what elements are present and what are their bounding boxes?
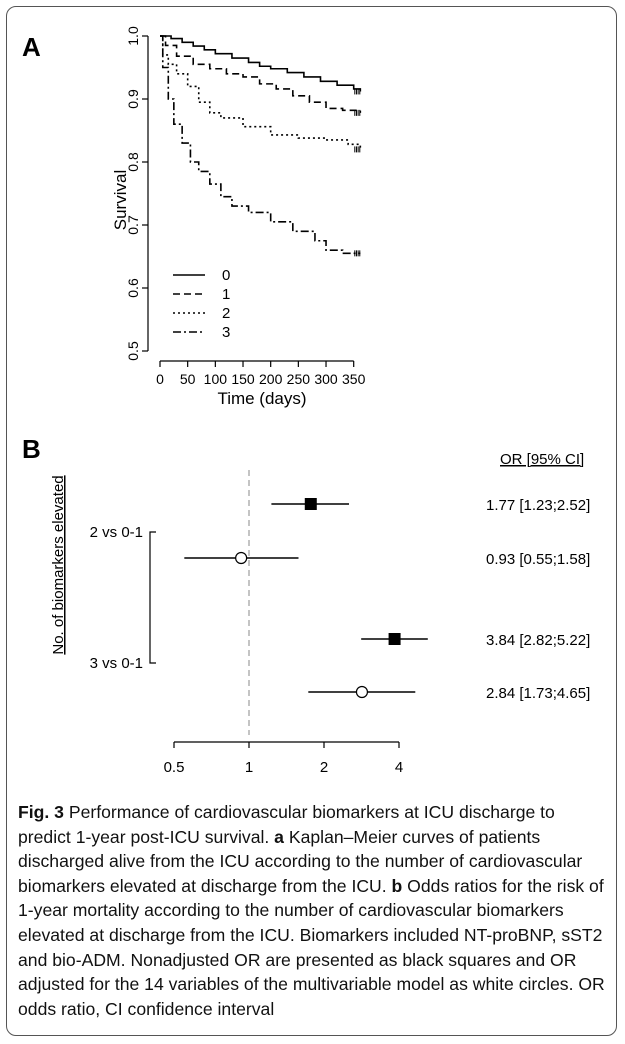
forest-group-label: 3 vs 0-1	[90, 655, 143, 672]
km-legend-label-1: 1	[222, 286, 230, 303]
km-x-tick-label: 0	[156, 371, 164, 387]
km-legend-label-0: 0	[222, 267, 230, 284]
panel-a-label: A	[22, 32, 41, 62]
km-axes	[147, 36, 354, 362]
km-y-tick-label: 0.9	[125, 89, 141, 109]
forest-marker-square	[304, 498, 317, 510]
km-curve-0	[160, 35, 362, 92]
forest-y-axis-label: No. of biomarkers elevated	[50, 475, 67, 654]
km-curve-1	[160, 35, 362, 113]
forest-marker-circle	[355, 685, 369, 699]
km-curves	[160, 35, 362, 257]
km-y-tick-label: 0.8	[125, 152, 141, 172]
panel-b-label: B	[22, 434, 41, 464]
km-x-tick-label: 300	[314, 371, 338, 387]
km-y-tick-label: 1.0	[125, 26, 141, 46]
km-x-axis-label: Time (days)	[217, 389, 306, 408]
forest-x-tick-label: 0.5	[164, 759, 185, 776]
caption-a-label: a	[274, 826, 284, 847]
km-x-tick-label: 250	[287, 371, 311, 387]
forest-x-tick-label: 1	[245, 759, 253, 776]
km-ticks: 0.5 0.6 0.7 0.8 0.9 1.0 0 50 100 150 200 250 300 350	[125, 26, 366, 387]
km-curve-3	[160, 35, 361, 255]
caption-b-label: b	[391, 875, 403, 896]
forest-or-text: 0.93 [0.55;1.58]	[486, 551, 590, 568]
caption-text-2: Kaplan–Meier curves of patients discharg…	[18, 826, 583, 896]
km-x-tick-label: 350	[342, 371, 366, 387]
forest-or-text: 3.84 [2.82;5.22]	[486, 632, 590, 649]
km-x-tick-label: 50	[180, 371, 196, 387]
km-curve-2	[160, 35, 362, 150]
forest-marker-square	[388, 633, 401, 645]
figure-frame	[6, 6, 617, 1036]
km-x-tick-label: 150	[231, 371, 255, 387]
forest-group-bracket	[149, 531, 156, 664]
km-legend-label-3: 3	[222, 324, 230, 341]
caption-fig-label: Fig. 3	[18, 802, 64, 822]
forest-x-tick-label: 2	[320, 759, 328, 776]
km-y-tick-label: 0.7	[125, 215, 141, 235]
km-x-tick-label: 200	[259, 371, 283, 387]
or-column-header: OR [95% CI]	[500, 451, 584, 468]
km-y-tick-label: 0.5	[125, 341, 141, 361]
forest-marker-circle	[235, 551, 248, 565]
km-x-tick-label: 100	[204, 371, 228, 387]
forest-group-label: 2 vs 0-1	[90, 524, 143, 541]
forest-or-text: 2.84 [1.73;4.65]	[486, 685, 590, 702]
forest-plot: 0.5 1 2 4 2 vs 0-1 3 vs 0-1 1.77 [1.23;2.52] 0.…	[90, 470, 590, 776]
forest-x-tick-label: 4	[395, 759, 403, 776]
caption-text-1: Performance of cardiovascular biomarkers…	[18, 802, 555, 847]
km-y-tick-label: 0.6	[125, 278, 141, 298]
caption-text-3: Odds ratios for the risk of 1-year morta…	[18, 875, 605, 1019]
km-y-axis-label: Survival	[111, 170, 130, 230]
km-legend-label-2: 2	[222, 305, 230, 322]
km-legend: 0 1 2 3	[173, 267, 230, 341]
forest-or-text: 1.77 [1.23;2.52]	[486, 497, 590, 514]
figure-caption: Fig. 3 Performance of cardiovascular bio…	[18, 800, 608, 1021]
